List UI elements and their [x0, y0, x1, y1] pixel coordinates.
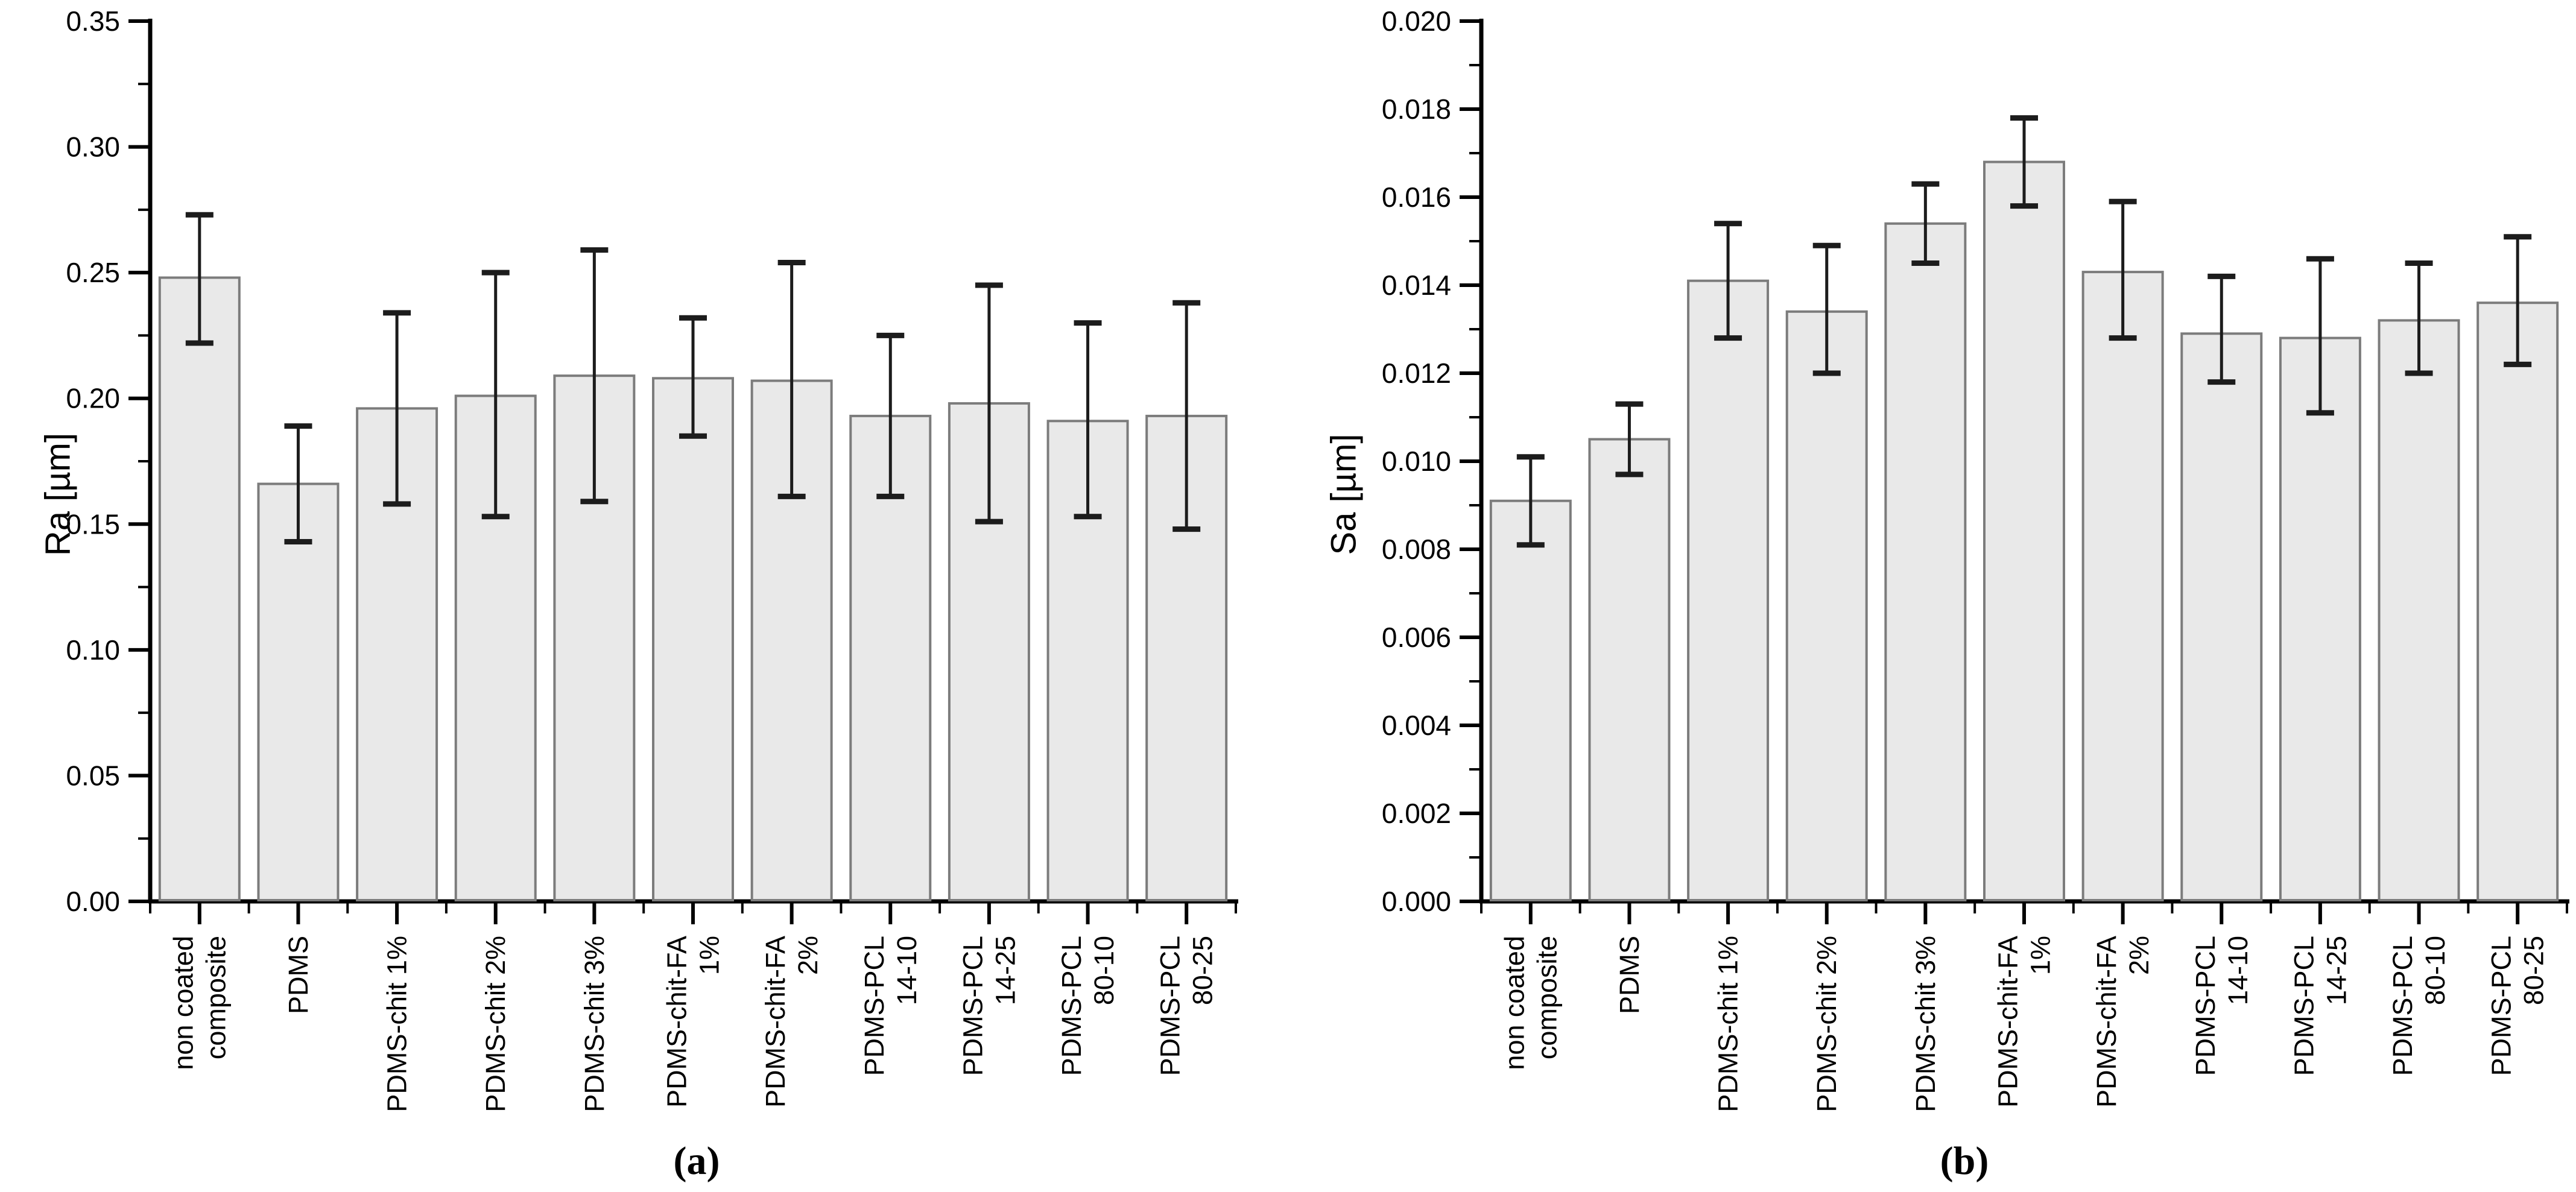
- x-category-label: PDMS-PCL: [2288, 936, 2319, 1076]
- bar: [257, 482, 340, 901]
- panel-b: 0.000 0.002 0.004 0.006 0.008 0.010 0.012 0.014…: [1382, 5, 2569, 1112]
- x-category-label: 1%: [2025, 936, 2056, 975]
- x-category-label: 14-10: [2223, 936, 2253, 1005]
- x-category-label: 80-25: [1188, 936, 1218, 1005]
- y-tick-label: 0.018: [1382, 93, 1451, 125]
- x-category-label: PDMS-PCL: [957, 936, 988, 1076]
- x-category-label: PDMS-PCL: [2190, 936, 2221, 1076]
- y-tick-label: 0.15: [66, 508, 120, 540]
- x-category-label: composite: [1531, 936, 1562, 1059]
- x-category-label: 2%: [2124, 936, 2154, 975]
- bar: [2378, 319, 2460, 901]
- bar: [2476, 301, 2559, 901]
- y-tick-label: 0.20: [66, 383, 120, 414]
- bar: [1785, 310, 1868, 901]
- x-category-label: PDMS-chit 3%: [1910, 936, 1941, 1112]
- panel-caption-b: (b): [1940, 1139, 1989, 1183]
- y-tick-label: 0.000: [1382, 886, 1451, 917]
- y-tick-label: 0.35: [66, 5, 120, 37]
- bar: [1588, 438, 1671, 901]
- x-category-label: composite: [200, 936, 231, 1059]
- bar: [652, 377, 734, 901]
- panel-a: 0.00 0.05 0.10 0.15 0.20 0.25 0.30 0.35 non coat…: [66, 5, 1238, 1112]
- bar: [2279, 336, 2361, 901]
- y-tick-label: 0.00: [66, 886, 120, 917]
- y-tick-label: 0.006: [1382, 622, 1451, 653]
- x-category-label: PDMS-PCL: [1056, 936, 1087, 1076]
- y-tick-label: 0.10: [66, 634, 120, 666]
- y-axis-title-ra: Ra [µm]: [38, 432, 78, 557]
- x-category-label: PDMS-chit-FA: [760, 936, 791, 1108]
- bar: [158, 276, 241, 901]
- x-category-label: PDMS-PCL: [1155, 936, 1186, 1076]
- y-tick-label: 0.020: [1382, 5, 1451, 37]
- y-tick-label: 0.30: [66, 131, 120, 163]
- y-tick-label: 0.014: [1382, 270, 1451, 301]
- x-category-label: 80-25: [2519, 936, 2549, 1005]
- x-category-label: PDMS-chit-FA: [662, 936, 692, 1108]
- x-category-label: PDMS-PCL: [859, 936, 890, 1076]
- y-tick-label: 0.016: [1382, 181, 1451, 213]
- x-category-label: 14-25: [990, 936, 1021, 1005]
- y-tick-label: 0.010: [1382, 446, 1451, 477]
- x-category-label: PDMS-PCL: [2486, 936, 2517, 1076]
- bar: [1687, 279, 1770, 902]
- panel-caption-a: (a): [673, 1139, 720, 1183]
- x-category-label: PDMS-chit 1%: [1713, 936, 1744, 1112]
- x-category-label: PDMS-PCL: [2387, 936, 2418, 1076]
- x-category-label: 14-10: [891, 936, 922, 1005]
- x-category-label: PDMS: [283, 936, 314, 1014]
- x-category-label: 1%: [694, 936, 725, 975]
- y-tick-label: 0.008: [1382, 534, 1451, 565]
- x-category-label: PDMS-chit 2%: [480, 936, 511, 1112]
- x-category-label: 14-25: [2321, 936, 2352, 1005]
- bar: [2180, 332, 2263, 901]
- y-tick-label: 0.25: [66, 257, 120, 288]
- x-category-label: non coated: [1499, 936, 1530, 1070]
- x-category-label: non coated: [168, 936, 198, 1070]
- bar: [1884, 222, 1967, 901]
- bar: [2081, 271, 2164, 902]
- x-category-label: 80-10: [2420, 936, 2451, 1005]
- y-tick-label: 0.002: [1382, 798, 1451, 829]
- y-tick-label: 0.004: [1382, 710, 1451, 741]
- x-category-label: PDMS: [1614, 936, 1645, 1014]
- y-tick-label: 0.05: [66, 760, 120, 791]
- bar: [1489, 499, 1572, 901]
- x-category-label: PDMS-chit 2%: [1811, 936, 1842, 1112]
- x-category-label: PDMS-chit-FA: [2091, 936, 2122, 1108]
- x-category-label: PDMS-chit-FA: [1993, 936, 2024, 1108]
- bar: [1983, 160, 2065, 902]
- x-category-label: PDMS-chit 3%: [579, 936, 610, 1112]
- y-tick-label: 0.012: [1382, 358, 1451, 389]
- x-category-label: PDMS-chit 1%: [382, 936, 413, 1112]
- x-category-label: 2%: [793, 936, 823, 975]
- y-axis-title-sa: Sa [µm]: [1324, 434, 1364, 555]
- x-category-label: 80-10: [1089, 936, 1119, 1005]
